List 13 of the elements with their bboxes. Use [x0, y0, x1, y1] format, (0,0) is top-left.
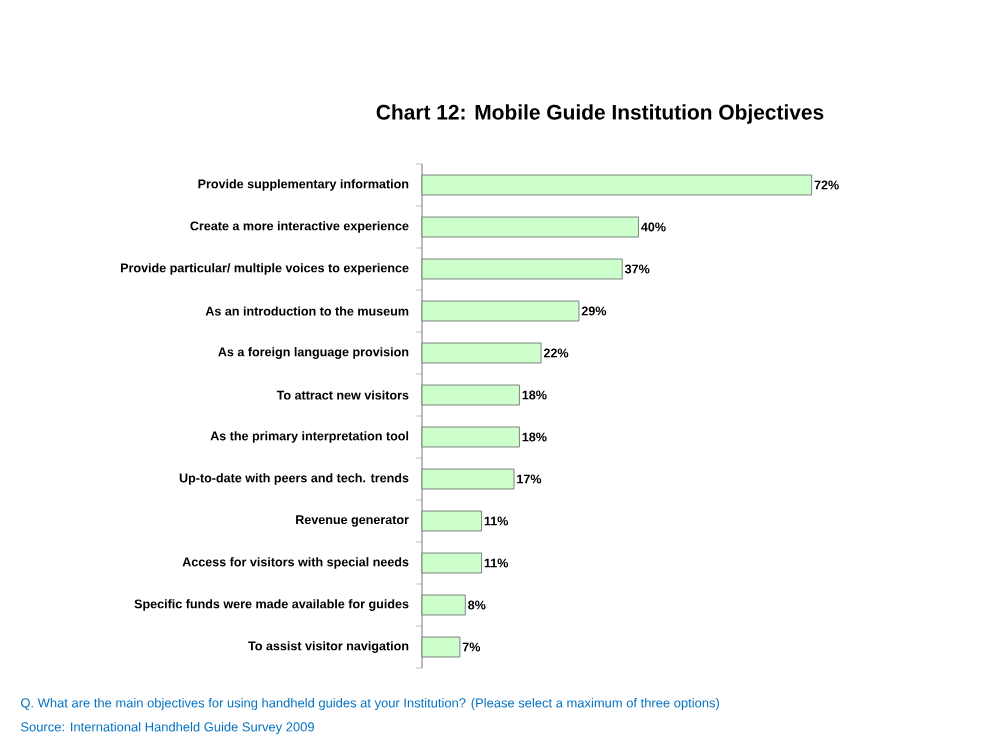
chart-title: Chart 12: Mobile Guide Institution Objectives: [376, 104, 824, 124]
bar: [421, 510, 482, 532]
bar: [421, 300, 580, 322]
bar: [421, 426, 520, 448]
bar: [421, 216, 639, 238]
bar: [421, 258, 623, 280]
bar: [421, 552, 482, 574]
bar: [421, 174, 813, 196]
bar: [421, 468, 515, 490]
bar: [421, 636, 461, 658]
bar: [421, 342, 542, 364]
bar: [421, 384, 520, 406]
bar: [421, 594, 466, 616]
